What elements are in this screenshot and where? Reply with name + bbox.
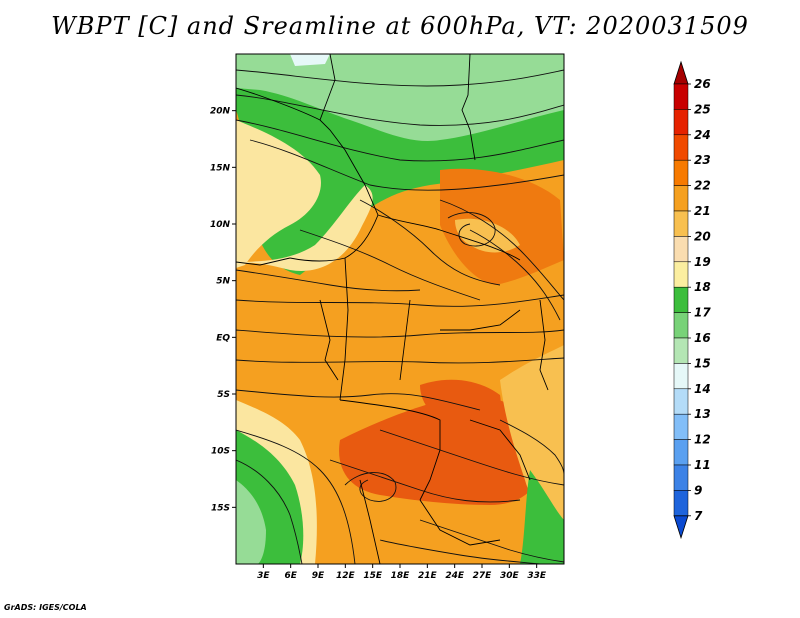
colorbar-label: 11 xyxy=(694,458,711,472)
colorbar-swatch xyxy=(673,185,689,212)
longitude-axis: 3E 6E 9E 12E 15E 18E 21E 24E 27E 30E 33E xyxy=(257,564,547,581)
colorbar-swatch xyxy=(673,236,689,263)
credit-text: GrADS: IGES/COLA xyxy=(4,603,87,612)
lat-tick-label: EQ xyxy=(216,333,230,343)
colorbar-label: 13 xyxy=(694,407,711,421)
colorbar-label: 26 xyxy=(694,77,711,91)
lat-tick-label: 10S xyxy=(211,447,230,457)
lon-tick-label: 9E xyxy=(312,571,325,581)
colorbar-swatch xyxy=(673,210,689,237)
lat-tick-label: 5N xyxy=(216,277,230,287)
colorbar-label: 18 xyxy=(694,280,711,294)
streamlines xyxy=(236,69,564,564)
colorbar-label: 21 xyxy=(694,204,711,218)
colorbar-swatch xyxy=(673,337,689,364)
colorbar-label: 14 xyxy=(694,382,711,396)
wbpt-yellow-patch-center xyxy=(455,218,520,253)
lon-tick-label: 6E xyxy=(284,571,297,581)
colorbar-label: 25 xyxy=(694,102,711,116)
colorbar-swatch xyxy=(673,312,689,339)
colorbar-swatch xyxy=(673,109,689,136)
country-borders xyxy=(236,54,549,564)
latitude-axis: 20N 15N 10N 5N EQ 5S 10S 15S xyxy=(210,107,236,513)
colorbar-label: 15 xyxy=(694,356,711,370)
colorbar-label: 22 xyxy=(694,179,711,193)
colorbar-label: 19 xyxy=(694,255,711,269)
wbpt-green-south-east xyxy=(520,470,564,564)
lon-tick-label: 21E xyxy=(418,571,438,581)
colorbar-label: 16 xyxy=(694,331,711,345)
lon-tick-label: 3E xyxy=(257,571,270,581)
lon-tick-label: 33E xyxy=(527,571,547,581)
lon-tick-label: 15E xyxy=(363,571,383,581)
lat-tick-label: 20N xyxy=(210,107,231,117)
lat-tick-label: 15N xyxy=(210,163,231,173)
colorbar-label: 23 xyxy=(694,153,711,167)
wbpt-cool-patch xyxy=(290,54,330,66)
colorbar-bottom-arrow xyxy=(673,515,689,540)
wbpt-light-green-south-west xyxy=(236,480,266,564)
wbpt-light-green-north xyxy=(236,54,564,141)
lon-tick-label: 24E xyxy=(445,571,465,581)
colorbar-label: 24 xyxy=(694,128,711,142)
lat-tick-label: 5S xyxy=(217,390,230,400)
colorbar-label: 17 xyxy=(694,306,711,320)
lon-tick-label: 27E xyxy=(473,571,493,581)
colorbar-swatch xyxy=(673,363,689,390)
wbpt-yellow-band xyxy=(236,185,373,271)
colorbar-label: 9 xyxy=(694,483,702,497)
colorbar-swatch xyxy=(673,159,689,186)
wbpt-orange-dark-east xyxy=(440,168,564,285)
colorbar: 26 25 24 23 22 21 20 19 18 17 16 15 14 13 12 11 9 7 xyxy=(673,60,711,540)
wbpt-field xyxy=(236,54,564,564)
lat-tick-label: 15S xyxy=(211,503,230,513)
lon-tick-label: 18E xyxy=(391,571,411,581)
colorbar-swatch xyxy=(673,388,689,415)
lon-tick-label: 30E xyxy=(500,571,520,581)
colorbar-label: 7 xyxy=(694,509,703,523)
chart-title: WBPT [C] and Sreamline at 600hPa, VT: 20… xyxy=(51,12,749,40)
lon-tick-label: 12E xyxy=(336,571,356,581)
colorbar-swatch xyxy=(673,134,689,161)
colorbar-label: 12 xyxy=(694,433,711,447)
colorbar-top-arrow xyxy=(673,60,689,85)
colorbar-swatch xyxy=(673,439,689,466)
wbpt-yellow-east xyxy=(500,345,564,520)
colorbar-label: 20 xyxy=(694,229,711,243)
colorbar-swatch xyxy=(673,413,689,440)
lat-tick-label: 10N xyxy=(210,220,231,230)
wbpt-red-orange-center xyxy=(420,379,501,427)
colorbar-swatch xyxy=(673,83,689,110)
colorbar-swatch xyxy=(673,261,689,288)
colorbar-swatch xyxy=(673,490,689,517)
colorbar-swatch xyxy=(673,286,689,313)
colorbar-swatch xyxy=(673,464,689,491)
